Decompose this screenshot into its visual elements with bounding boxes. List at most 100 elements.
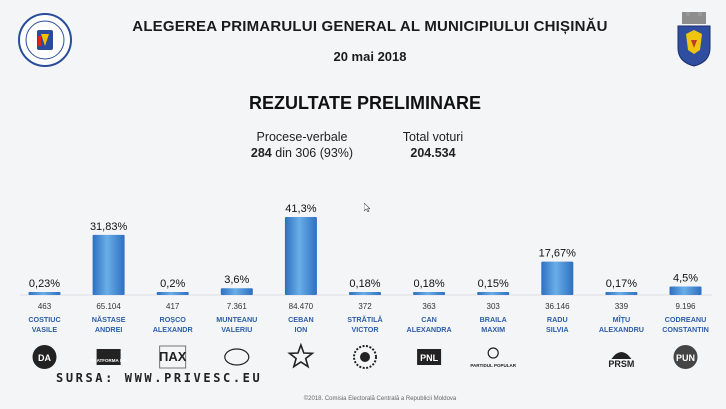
votes-label-8: 36.146 — [545, 302, 570, 311]
votes-label-1: 65.104 — [96, 302, 121, 311]
candidate-name-7-line-1: MAXIM — [481, 325, 505, 334]
party-logo-box-1 — [96, 349, 121, 365]
party-logo-sunflower-petals — [353, 345, 377, 369]
party-logo-circle-10 — [673, 345, 698, 369]
candidate-name-0-line-1: VASILE — [32, 325, 58, 334]
candidate-name-5-line-0: STRĂTILĂ — [347, 315, 383, 324]
total-votes-label: Total voturi — [402, 130, 464, 144]
percent-label-8: 17,67% — [539, 248, 577, 260]
bar-9 — [605, 292, 638, 295]
candidate-name-0-line-0: COSTIUC — [28, 315, 60, 324]
percent-label-5: 0,18% — [349, 278, 380, 290]
votes-label-5: 372 — [358, 302, 372, 311]
candidate-name-4-line-0: CEBAN — [288, 315, 314, 324]
bar-5 — [349, 292, 381, 295]
prsm-icon: PRSM — [608, 352, 634, 369]
party-logo-sunflower-center — [360, 352, 370, 362]
percent-label-6: 0,18% — [413, 278, 444, 290]
percent-label-10: 4,5% — [673, 273, 698, 285]
protocols-value: 284 din 306 (93%) — [232, 145, 372, 161]
candidate-name-10-line-1: CONSTANTIN — [662, 325, 709, 334]
votes-label-4: 84.470 — [289, 302, 314, 311]
votes-label-10: 9.196 — [675, 302, 696, 311]
candidate-name-1-line-0: NĂSTASE — [92, 315, 126, 324]
party-logo-bear — [611, 352, 632, 359]
bar-10 — [669, 286, 702, 295]
party-logo-pax-frame — [159, 345, 187, 369]
votes-label-3: 7.361 — [227, 302, 248, 311]
cec-seal-icon — [18, 13, 72, 67]
bar-4 — [284, 216, 317, 295]
percent-label-3: 3,6% — [224, 274, 249, 286]
party-logo-box-6 — [417, 349, 442, 365]
percent-label-4: 41,3% — [285, 203, 316, 215]
pax-icon: ПАХ — [159, 345, 187, 369]
total-votes-stat: Total voturi 204.534 — [388, 129, 478, 161]
party-logo-text-2: ПАХ — [159, 349, 187, 364]
copyright-footer: ©2018. Comisia Electorală Centrală a Rep… — [303, 396, 457, 402]
candidate-name-8-line-0: RADU — [547, 315, 568, 324]
candidate-name-4-line-1: ION — [295, 325, 308, 334]
party-logo-text-10: PUN — [676, 353, 695, 363]
party-logo-dove — [224, 348, 250, 366]
party-logo-circle-0 — [32, 345, 57, 369]
votes-label-9: 339 — [615, 302, 629, 311]
da-icon: DA — [32, 345, 57, 369]
candidate-name-10-line-0: CODREANU — [665, 315, 707, 324]
candidate-name-1-line-1: ANDREI — [95, 325, 123, 334]
bar-2 — [156, 292, 189, 295]
page-title: ALEGEREA PRIMARULUI GENERAL AL MUNICIPIU… — [132, 18, 608, 35]
results-subtitle: REZULTATE PRELIMINARE — [249, 93, 481, 113]
source-watermark: SURSA: WWW.PRIVESC.EU — [56, 371, 263, 385]
partidul-popular-icon: PARTIDUL POPULAR — [470, 347, 517, 368]
bar-3 — [220, 288, 253, 295]
votes-label-6: 363 — [422, 302, 436, 311]
bar-6 — [413, 292, 446, 295]
candidate-name-5-line-1: VICTOR — [351, 325, 379, 334]
votes-label-2: 417 — [166, 302, 180, 311]
star-icon — [287, 342, 315, 369]
bar-0 — [28, 292, 61, 295]
percent-label-9: 0,17% — [606, 278, 637, 290]
candidate-name-9-line-1: ALEXANDRU — [599, 325, 644, 334]
percent-label-0: 0,23% — [29, 278, 60, 290]
protocols-count: 284 — [250, 146, 272, 160]
party-logo-text-9: PRSM — [608, 359, 634, 369]
election-date: 20 mai 2018 — [333, 49, 407, 64]
protocols-label: Procese-verbale — [256, 130, 348, 144]
candidate-name-3-line-1: VALERIU — [221, 325, 252, 334]
party-logo-text-7: PARTIDUL POPULAR — [470, 363, 516, 368]
bar-8 — [541, 261, 574, 295]
pnl-icon: PNL — [417, 349, 442, 365]
votes-label-0: 463 — [38, 302, 52, 311]
percent-label-7: 0,15% — [478, 278, 509, 290]
percent-label-2: 0,2% — [160, 278, 185, 290]
total-votes-value: 204.534 — [410, 146, 456, 160]
protocols-stat: Procese-verbale 284 din 306 (93%) — [232, 129, 372, 161]
votes-label-7: 303 — [487, 302, 501, 311]
party-logo-apple — [487, 347, 499, 359]
party-logo-text-6: PNL — [420, 353, 439, 363]
candidate-name-6-line-1: ALEXANDRA — [407, 325, 452, 334]
candidate-name-6-line-0: CAN — [421, 315, 437, 324]
dove-icon — [224, 348, 250, 366]
pun-icon: PUN — [673, 345, 698, 369]
percent-label-1: 31,83% — [90, 221, 128, 233]
candidate-name-9-line-0: MÎȚU — [613, 315, 631, 324]
chisinau-coat-of-arms-icon — [677, 12, 711, 67]
protocols-of-total: din 306 (93%) — [271, 146, 354, 160]
mouse-cursor-icon — [364, 203, 370, 212]
party-logo-text-0: DA — [38, 353, 51, 363]
bar-1 — [92, 234, 125, 295]
platforma-da-icon: PLATFORMA DA — [91, 349, 127, 365]
candidate-name-8-line-1: SILVIA — [546, 325, 569, 334]
party-logo-text-1: PLATFORMA DA — [91, 358, 127, 363]
bar-7 — [477, 292, 510, 295]
party-logo-star — [287, 342, 315, 369]
candidate-name-7-line-0: BRAILA — [480, 315, 507, 324]
candidate-name-2-line-1: ALEXANDR — [153, 325, 194, 334]
candidate-name-3-line-0: MUNTEANU — [216, 315, 257, 324]
sunflower-icon — [353, 345, 377, 369]
